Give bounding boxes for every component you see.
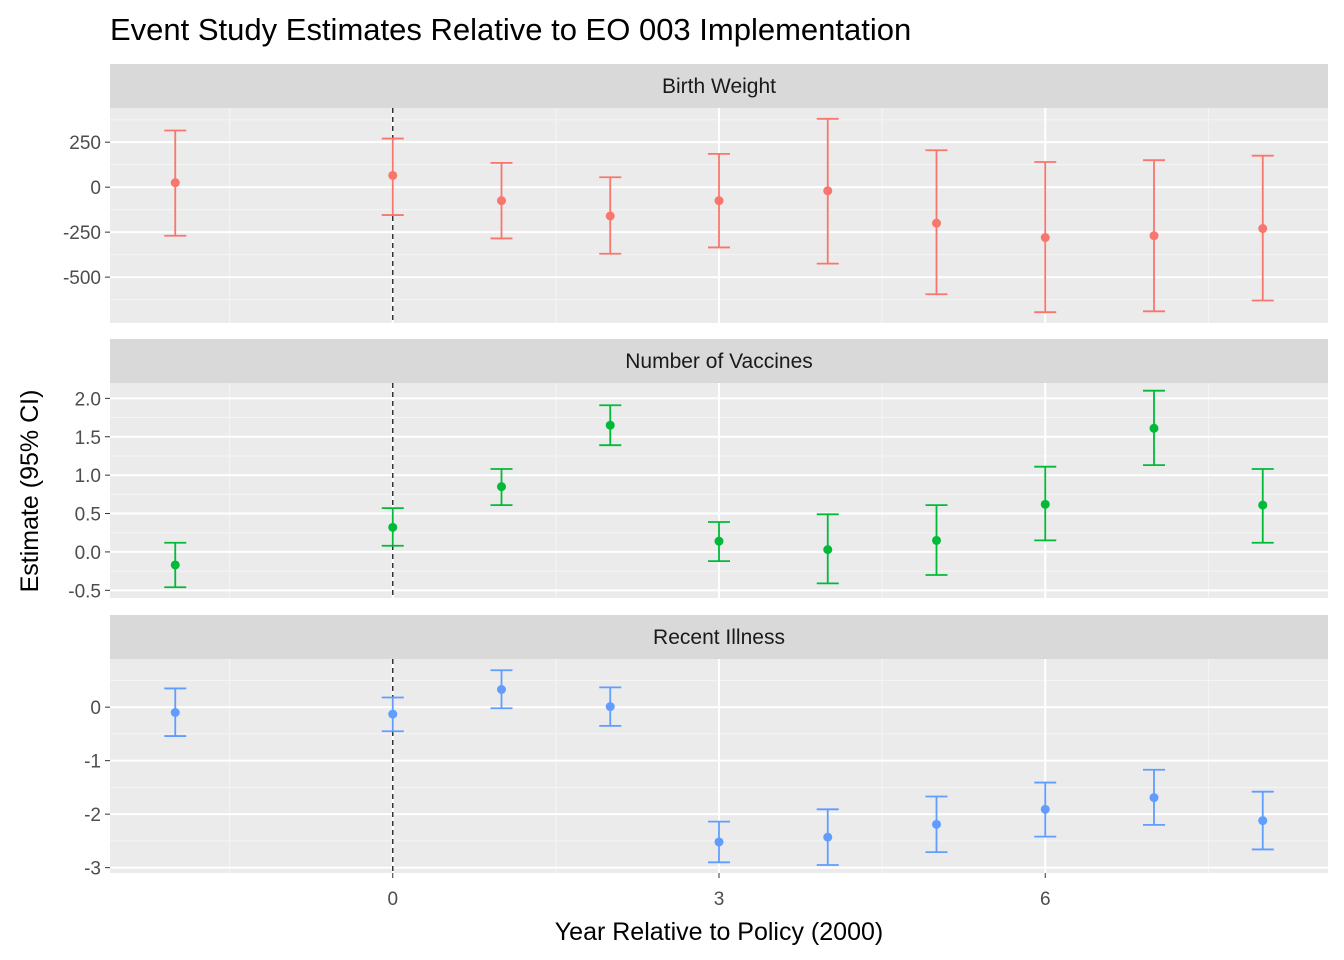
estimate-point-x-2 — [164, 541, 187, 589]
facet-birth-weight: Birth Weight 250 0 -250 -500 — [63, 64, 1328, 323]
estimate-point-x8 — [1251, 154, 1274, 302]
x-tick-label: 0 — [387, 889, 398, 910]
facet-number-of-vaccines: Number of Vaccines 2.0 1.5 1.0 0.5 0.0 -0.5 — [68, 339, 1328, 602]
estimate-point-x3 — [708, 152, 730, 249]
estimate-point-x0 — [381, 137, 404, 216]
estimate-point-x7 — [1143, 768, 1165, 826]
estimate-marker — [932, 535, 941, 545]
estimate-point-x1 — [490, 468, 513, 506]
estimate-point-x5 — [925, 504, 948, 576]
estimate-point-x3 — [708, 820, 730, 864]
x-tick-label: 3 — [714, 889, 725, 910]
estimate-point-x2 — [599, 176, 622, 255]
estimate-point-x8 — [1251, 468, 1274, 544]
y-tick-label: 0.5 — [75, 505, 101, 526]
estimate-marker — [497, 684, 506, 694]
y-tick-label: -3 — [84, 859, 101, 880]
estimate-point-x-2 — [164, 687, 187, 737]
estimate-point-x2 — [599, 686, 622, 727]
facet-recent-illness: Recent Illness 0 -1 -2 -3 — [84, 615, 1328, 880]
estimate-marker — [605, 420, 615, 430]
estimate-marker — [1149, 423, 1159, 433]
estimate-marker — [823, 545, 833, 555]
estimate-marker — [1149, 793, 1159, 803]
facet-panels: Birth Weight 250 0 -250 -500 Number of Vaccin… — [63, 64, 1328, 880]
estimate-point-x6 — [1034, 465, 1057, 542]
facet-strip-label: Birth Weight — [662, 75, 776, 98]
estimate-marker — [388, 522, 398, 532]
estimate-marker — [605, 211, 615, 221]
y-tick-label: 2.0 — [75, 389, 101, 410]
estimate-point-x7 — [1143, 389, 1165, 467]
estimate-marker — [388, 170, 398, 180]
estimate-point-x1 — [490, 161, 513, 240]
estimate-point-x6 — [1034, 781, 1057, 838]
y-tick-label: 0 — [90, 178, 101, 199]
estimate-marker — [932, 218, 941, 228]
estimate-point-x8 — [1251, 790, 1274, 851]
estimate-point-x0 — [381, 507, 404, 547]
estimate-marker — [1040, 499, 1050, 509]
estimate-marker — [1040, 804, 1050, 814]
y-tick-label: -2 — [84, 805, 101, 826]
estimate-marker — [1149, 231, 1159, 241]
estimate-marker — [170, 560, 180, 570]
estimate-point-x6 — [1034, 161, 1057, 314]
estimate-marker — [497, 196, 506, 206]
estimate-marker — [932, 819, 941, 829]
chart-title: Event Study Estimates Relative to EO 003… — [110, 12, 911, 47]
y-tick-label: 250 — [69, 133, 101, 154]
y-tick-label: 1.0 — [75, 466, 101, 487]
x-tick-label: 6 — [1040, 889, 1051, 910]
facet-strip-label: Number of Vaccines — [625, 350, 813, 373]
estimate-marker — [714, 196, 724, 206]
estimate-point-x2 — [599, 404, 622, 447]
estimate-point-x5 — [925, 795, 948, 854]
estimate-marker — [1258, 500, 1268, 510]
estimate-marker — [170, 708, 180, 717]
estimate-marker — [388, 709, 398, 719]
y-tick-label: -1 — [84, 752, 101, 773]
estimate-marker — [823, 832, 833, 842]
estimate-marker — [714, 837, 724, 847]
estimate-point-x7 — [1143, 159, 1165, 313]
estimate-point-x3 — [708, 521, 730, 563]
estimate-point-x-2 — [164, 129, 187, 237]
facet-strip — [110, 615, 1328, 659]
x-axis-title: Year Relative to Policy (2000) — [555, 918, 883, 946]
estimate-point-x4 — [816, 808, 839, 866]
estimate-marker — [823, 186, 833, 196]
estimate-marker — [1258, 224, 1268, 234]
y-tick-label: 0 — [90, 698, 101, 719]
estimate-point-x1 — [490, 669, 513, 710]
estimate-marker — [497, 482, 506, 492]
y-tick-label: -500 — [63, 268, 101, 289]
facet-strip-label: Recent Illness — [653, 626, 785, 649]
y-tick-label: 0.0 — [75, 543, 101, 564]
facet-strip — [110, 64, 1328, 108]
y-tick-label: 1.5 — [75, 428, 101, 449]
estimate-point-x5 — [925, 149, 948, 296]
y-axis-title: Estimate (95% CI) — [16, 390, 44, 593]
estimate-marker — [170, 178, 180, 188]
x-axis: 0 3 6 — [387, 873, 1051, 910]
estimate-marker — [714, 536, 724, 546]
estimate-point-x4 — [816, 117, 839, 265]
y-tick-label: -0.5 — [68, 581, 101, 602]
estimate-point-x0 — [381, 696, 404, 733]
estimate-point-x4 — [816, 513, 839, 585]
y-tick-label: -250 — [63, 223, 101, 244]
estimate-marker — [1040, 233, 1050, 243]
facet-strip — [110, 339, 1328, 383]
estimate-marker — [605, 702, 615, 712]
estimate-marker — [1258, 816, 1268, 826]
